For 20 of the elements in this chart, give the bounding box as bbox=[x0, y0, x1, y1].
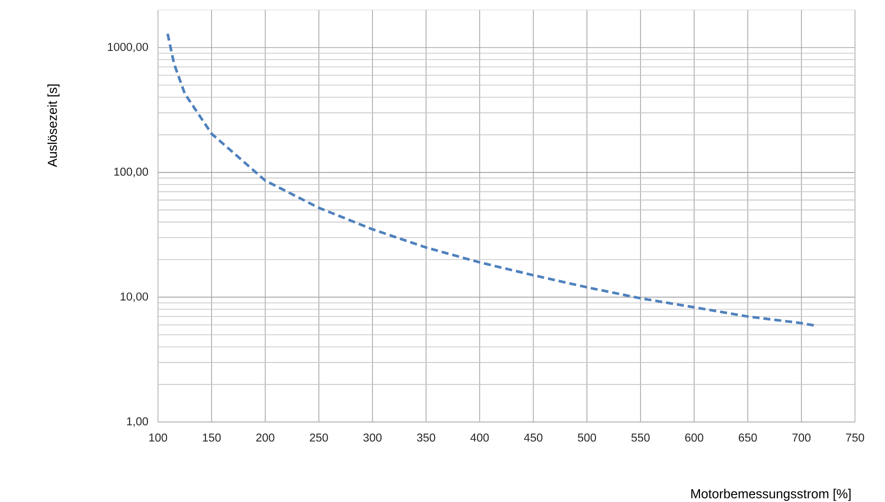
y-tick-label: 10,00 bbox=[120, 292, 148, 302]
y-axis-title: Auslösezeit [s] bbox=[47, 84, 60, 168]
y-tick-label: 1000,00 bbox=[108, 42, 148, 52]
y-tick-label: 100,00 bbox=[114, 168, 148, 178]
x-tick-label: 650 bbox=[738, 434, 757, 442]
x-tick-label: 450 bbox=[524, 434, 542, 442]
x-tick-label: 600 bbox=[685, 434, 704, 442]
x-tick-label: 150 bbox=[202, 434, 221, 442]
x-tick-label: 250 bbox=[310, 434, 328, 442]
x-tick-label: 750 bbox=[846, 434, 864, 442]
x-tick-label: 400 bbox=[470, 434, 489, 442]
x-tick-label: 200 bbox=[256, 434, 274, 442]
x-axis-title: Motorbemessungsstrom [%] bbox=[691, 488, 851, 501]
x-tick-label: 700 bbox=[792, 434, 810, 442]
x-tick-label: 100 bbox=[149, 434, 168, 442]
x-tick-label: 550 bbox=[631, 434, 650, 442]
y-tick-label: 1,00 bbox=[127, 417, 148, 427]
x-tick-label: 500 bbox=[578, 434, 596, 442]
x-tick-label: 300 bbox=[363, 434, 382, 442]
x-tick-label: 350 bbox=[416, 434, 436, 442]
